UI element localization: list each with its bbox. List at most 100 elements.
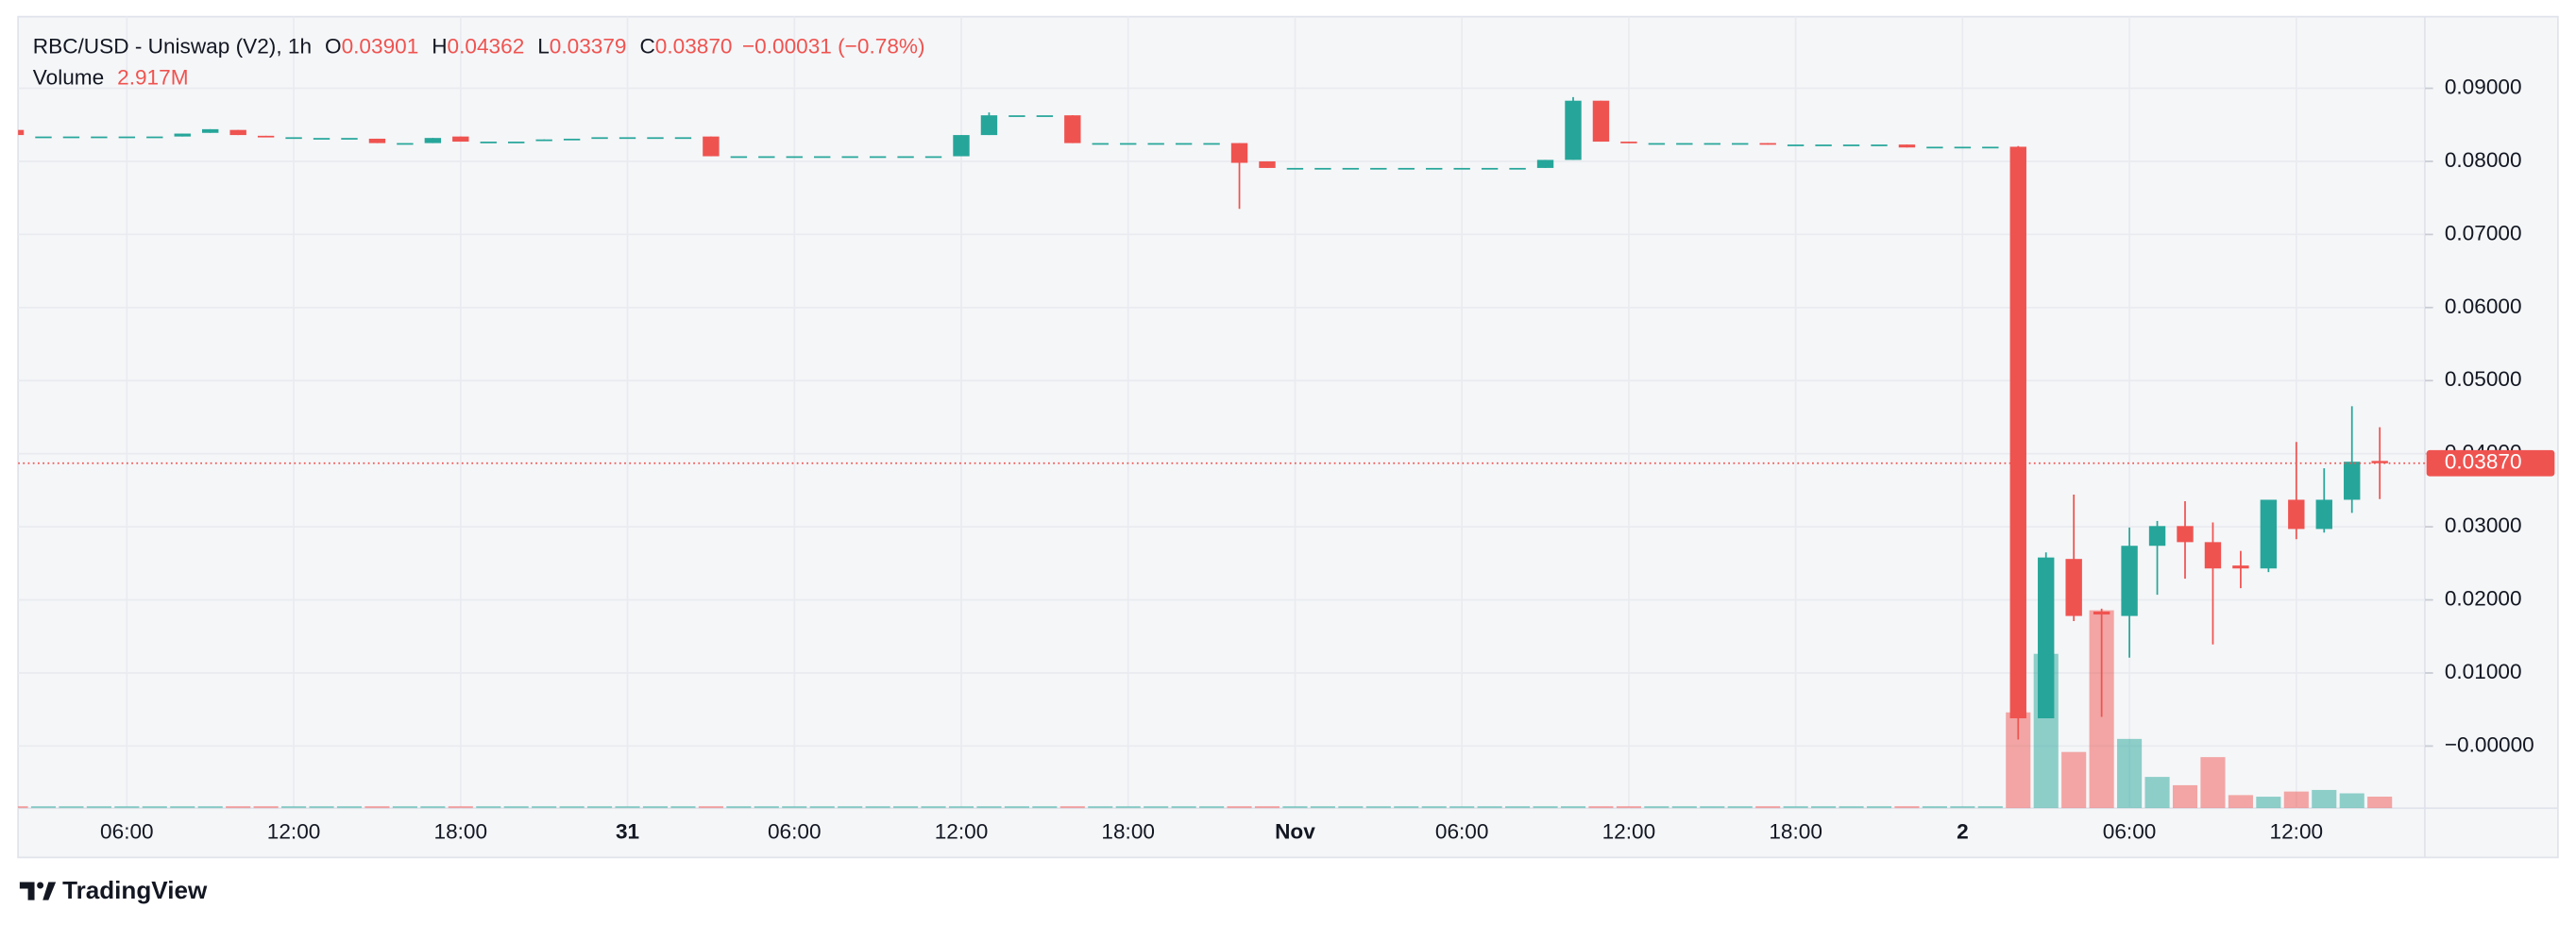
volume-bar (309, 806, 334, 809)
candle-body (1620, 142, 1637, 143)
x-tick-label: 06:00 (768, 819, 822, 843)
x-tick-label: 2 (1957, 819, 1969, 843)
volume-bar (86, 806, 111, 809)
candle-body (814, 156, 831, 159)
candle-body (1954, 146, 1972, 149)
x-tick-label: 06:00 (100, 819, 154, 843)
candle-body (341, 138, 358, 140)
volume-bar (253, 806, 279, 809)
x-tick-label: 18:00 (434, 819, 488, 843)
candle-body (1064, 115, 1081, 143)
volume-bar (587, 806, 613, 809)
volume-bar (1616, 806, 1641, 809)
volume-bar (142, 806, 167, 809)
volume-label: Volume (33, 66, 104, 90)
candle-body (2148, 526, 2166, 547)
candle-body (1898, 144, 1916, 148)
volume-bar (1811, 806, 1837, 809)
candle-body (18, 129, 25, 136)
volume-bar (2283, 791, 2309, 809)
candle-body (508, 142, 525, 143)
volume-bar (1866, 806, 1892, 809)
candle-body (1147, 143, 1164, 145)
candle-body (897, 156, 914, 159)
brand-name: TradingView (62, 876, 208, 904)
candle-body (619, 137, 636, 140)
candle-body (1398, 167, 1415, 170)
candle-body (1815, 144, 1832, 146)
ohlc-value: 0.03901 (342, 35, 419, 59)
ohlc-label: L (537, 35, 550, 59)
candle-body (202, 128, 219, 133)
volume-bar (1839, 806, 1864, 809)
candle-body (146, 136, 163, 139)
volume-bar (364, 806, 390, 809)
volume-bar (838, 806, 863, 809)
volume-value: 2.917M (117, 66, 188, 90)
y-tick-label: −0.00000 (2445, 732, 2534, 756)
candle-body (480, 142, 497, 143)
candle-body (869, 156, 887, 159)
candle-body (535, 139, 552, 142)
volume-bar (615, 806, 640, 809)
candle-body (2344, 462, 2361, 500)
ohlc-label: O (325, 35, 342, 59)
ohlc-label: H (432, 35, 447, 59)
candle-body (257, 135, 275, 138)
x-tick-label: 12:00 (935, 819, 989, 843)
y-tick-label: 0.08000 (2445, 148, 2522, 172)
plot-area (18, 96, 2425, 809)
volume-bar (1644, 806, 1669, 809)
candle-body (1759, 143, 1776, 145)
candle-body (647, 137, 664, 140)
volume-bar (503, 806, 529, 809)
volume-bar (1115, 806, 1141, 809)
candle-body (563, 138, 581, 141)
candle-body (2009, 146, 2026, 718)
candle-body (1565, 100, 1582, 160)
y-tick-label: 0.01000 (2445, 660, 2522, 683)
candle-body (1259, 160, 1276, 168)
volume-bar (2367, 796, 2393, 809)
candle-body (953, 135, 970, 157)
candle-body (730, 156, 748, 159)
volume-bar (281, 806, 307, 809)
y-tick-label: 0.07000 (2445, 221, 2522, 244)
candle-body (1120, 143, 1137, 145)
volume-bar (1421, 806, 1447, 809)
volume-bar (1700, 806, 1725, 809)
candle-body (1453, 167, 1470, 170)
volume-bar (114, 806, 140, 809)
symbol-title: RBC/USD - Uniswap (V2), 1h (33, 35, 312, 59)
candle-body (980, 115, 998, 136)
candle-body (1926, 146, 1943, 149)
candle-body (1481, 167, 1499, 170)
volume-bar (30, 806, 57, 809)
volume-bar (1783, 806, 1808, 809)
volume-bar (2061, 751, 2087, 809)
volume-bar (1505, 806, 1531, 809)
volume-bar (1755, 806, 1781, 809)
candle-body (1536, 160, 1554, 168)
volume-bar (948, 806, 974, 809)
x-tick-label: 18:00 (1769, 819, 1822, 843)
volume-bar (1533, 806, 1558, 809)
candle-body (1286, 167, 1304, 170)
candle-body (674, 137, 692, 140)
candle-body (1982, 146, 1999, 149)
volume-bar (2312, 789, 2337, 809)
x-tick-label: 12:00 (1602, 819, 1656, 843)
candle-body (1732, 143, 1749, 145)
candle-body (1676, 143, 1693, 145)
candle-body (703, 136, 720, 157)
volume-bar (1227, 806, 1252, 809)
ohlc-label: C (639, 35, 654, 59)
volume-bar (2144, 777, 2170, 809)
candle-body (2121, 546, 2138, 616)
ohlc-value: 0.04362 (448, 35, 525, 59)
volume-bar (726, 806, 752, 809)
candle-body (1370, 167, 1387, 170)
volume-bar (59, 806, 84, 809)
candle-body (1703, 143, 1720, 145)
candle-body (1230, 143, 1248, 163)
